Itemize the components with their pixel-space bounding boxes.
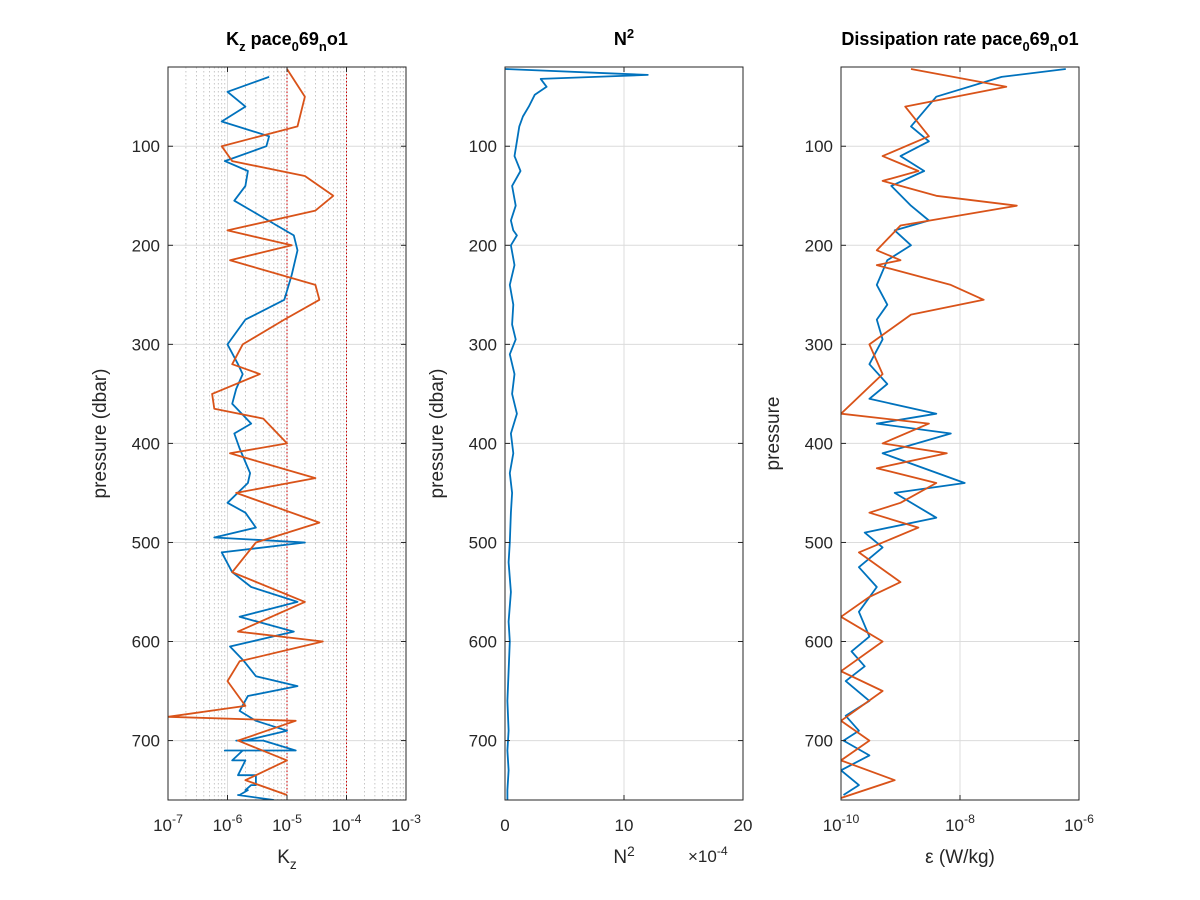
x-tick-label: 0: [500, 816, 509, 835]
series-line-2: [841, 68, 1018, 799]
chart-title-part: z: [239, 39, 246, 54]
series-line-2: [168, 68, 335, 796]
x-axis-label: N2: [613, 844, 634, 868]
series-line-1: [213, 76, 306, 800]
x-tick-label: 10-5: [272, 812, 302, 835]
chart-title-part: N: [614, 29, 627, 49]
x-tick-label: 10-6: [213, 812, 243, 835]
chart-title-part: n: [1050, 39, 1058, 54]
x-tick-label-base: 10: [153, 816, 172, 835]
x-tick-label-base: 10: [272, 816, 291, 835]
chart-title: Dissipation rate pace069no1: [841, 29, 1078, 54]
x-tick-label: 10-4: [332, 812, 362, 835]
x-tick-label-base: 10: [391, 816, 410, 835]
y-tick-label: 300: [132, 335, 160, 354]
x-tick-label: 10: [615, 816, 634, 835]
x-tick-label-exponent: -8: [964, 812, 975, 826]
y-tick-label: 400: [469, 434, 497, 453]
y-tick-label: 700: [469, 732, 497, 751]
y-tick-label: 200: [132, 236, 160, 255]
panel-1: 10-7 10-6 10-5 10-4 10-310020030040050060070…: [90, 29, 421, 872]
y-tick-label: 100: [132, 137, 160, 156]
x-tick-label-exponent: -6: [1083, 812, 1094, 826]
x-tick-label-base: 10: [332, 816, 351, 835]
x-axis-label-part: 2: [627, 844, 635, 859]
x-axis-label: ε (W/kg): [925, 847, 995, 868]
x-tick-label: 20: [734, 816, 753, 835]
x-axis-label-part: K: [277, 847, 290, 868]
chart-title-part: pace: [246, 29, 292, 49]
y-tick-label: 600: [805, 633, 833, 652]
x-tick-label: 10-8: [945, 812, 975, 835]
chart-title-part: o1: [1058, 29, 1079, 49]
y-tick-label: 500: [805, 533, 833, 552]
x-tick-label-base: 10: [945, 816, 964, 835]
y-tick-label: 700: [805, 732, 833, 751]
x-axis-label-part: N: [613, 847, 627, 868]
chart-title-part: o1: [327, 29, 348, 49]
y-tick-label: 600: [132, 633, 160, 652]
x-axis-label: Kz: [277, 847, 297, 872]
x-tick-label: 10-6: [1064, 812, 1094, 835]
panel-3: 10-10 10-8 10-6100200300400500600700Dissip…: [763, 29, 1094, 868]
chart-title: Kz pace069no1: [226, 29, 348, 54]
chart-title-part: n: [319, 39, 327, 54]
y-tick-label: 100: [469, 137, 497, 156]
chart-title-part: 2: [627, 26, 634, 41]
y-tick-label: 200: [805, 236, 833, 255]
x-tick-label-base: 10: [213, 816, 232, 835]
series-line-1: [841, 68, 1066, 796]
y-tick-label: 500: [132, 533, 160, 552]
x-axis-label-part: z: [290, 857, 297, 872]
y-axis-label: pressure: [763, 397, 784, 471]
x-tick-label-exponent: -3: [410, 812, 421, 826]
x-tick-label: 10-3: [391, 812, 421, 835]
x-tick-label-exponent: -7: [172, 812, 183, 826]
x-exponent-label-part: -4: [717, 844, 728, 858]
x-tick-label-exponent: -5: [291, 812, 302, 826]
y-axis-label: pressure (dbar): [90, 369, 111, 499]
y-tick-label: 300: [805, 335, 833, 354]
x-tick-label-base: 10: [1064, 816, 1083, 835]
y-tick-label: 200: [469, 236, 497, 255]
x-exponent-label-part: ×10: [688, 847, 717, 866]
y-tick-label: 700: [132, 732, 160, 751]
x-exponent-label: ×10-4: [688, 844, 728, 866]
chart-title-part: 69: [1030, 29, 1050, 49]
x-tick-label: 10-10: [823, 812, 860, 835]
x-tick-label-exponent: -4: [351, 812, 362, 826]
x-tick-label: 10-7: [153, 812, 183, 835]
y-axis-label: pressure (dbar): [427, 369, 448, 499]
chart-title-part: K: [226, 29, 239, 49]
y-tick-label: 100: [805, 137, 833, 156]
y-tick-label: 400: [805, 434, 833, 453]
y-tick-label: 400: [132, 434, 160, 453]
y-tick-label: 300: [469, 335, 497, 354]
y-tick-label: 500: [469, 533, 497, 552]
chart-title-part: 0: [292, 39, 299, 54]
x-axis-label-part: ε (W/kg): [925, 847, 995, 868]
chart-title-part: 69: [299, 29, 319, 49]
chart-title-part: Dissipation rate pace: [841, 29, 1022, 49]
chart-title: N2: [614, 26, 634, 49]
x-tick-label-exponent: -6: [232, 812, 243, 826]
x-tick-label-exponent: -10: [842, 812, 860, 826]
x-tick-label-base: 10: [823, 816, 842, 835]
y-tick-label: 600: [469, 633, 497, 652]
chart-title-part: 0: [1022, 39, 1029, 54]
